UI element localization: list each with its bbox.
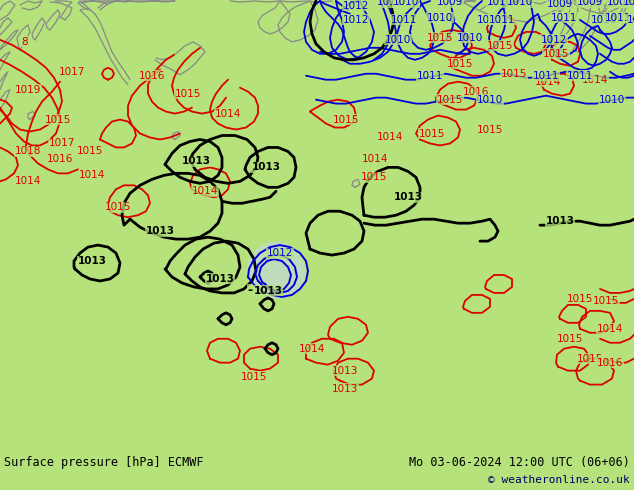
Text: Surface pressure [hPa] ECMWF: Surface pressure [hPa] ECMWF (4, 456, 204, 469)
Text: 1015: 1015 (105, 202, 131, 212)
Text: 1015: 1015 (447, 59, 473, 69)
Text: 1017: 1017 (49, 139, 75, 148)
Text: 1014: 1014 (582, 74, 608, 85)
Text: 1015: 1015 (361, 172, 387, 182)
Text: 1015: 1015 (175, 89, 201, 98)
Text: 1013: 1013 (252, 162, 280, 172)
Text: 1010: 1010 (487, 0, 513, 7)
Text: 1014: 1014 (215, 109, 241, 119)
Text: 1015: 1015 (427, 33, 453, 43)
Text: 1011: 1011 (605, 13, 631, 23)
Text: 1015: 1015 (477, 124, 503, 135)
Text: 1016: 1016 (139, 71, 165, 81)
Text: 1013: 1013 (332, 366, 358, 376)
Text: 1010: 1010 (477, 95, 503, 105)
Text: 1013: 1013 (332, 384, 358, 393)
Text: 1016: 1016 (47, 154, 73, 165)
Text: 1015: 1015 (567, 294, 593, 304)
Text: 1015: 1015 (419, 128, 445, 139)
Text: 1011: 1011 (533, 71, 559, 81)
Text: 1012: 1012 (343, 15, 369, 25)
Text: 1015: 1015 (77, 147, 103, 156)
Text: Mo 03-06-2024 12:00 UTC (06+06): Mo 03-06-2024 12:00 UTC (06+06) (409, 456, 630, 469)
Text: 1017: 1017 (59, 67, 85, 77)
Text: 1015: 1015 (577, 354, 603, 364)
Text: 1011: 1011 (567, 71, 593, 81)
Text: © weatheronline.co.uk: © weatheronline.co.uk (488, 475, 630, 485)
Text: 1015: 1015 (241, 371, 267, 382)
Text: 1012: 1012 (377, 0, 403, 7)
Polygon shape (246, 241, 306, 299)
Text: 1010: 1010 (393, 0, 419, 7)
Text: 1008: 1008 (623, 0, 634, 7)
Text: 1014: 1014 (377, 132, 403, 143)
Text: 1010: 1010 (591, 15, 617, 25)
Text: 1015: 1015 (45, 115, 71, 124)
Text: 1011: 1011 (391, 15, 417, 25)
Text: 1015: 1015 (543, 49, 569, 59)
Text: 1015: 1015 (487, 41, 513, 51)
Text: 1013: 1013 (77, 256, 107, 266)
Text: 1014: 1014 (299, 343, 325, 354)
Text: 1009: 1009 (577, 0, 603, 7)
Text: 1012: 1012 (267, 248, 293, 258)
Text: 1013: 1013 (145, 226, 174, 236)
Text: 1010: 1010 (427, 13, 453, 23)
Text: 1014: 1014 (192, 186, 218, 196)
Text: -: - (247, 284, 252, 297)
Text: 1014: 1014 (362, 154, 388, 165)
Text: 1019: 1019 (15, 85, 41, 95)
Text: 1015: 1015 (557, 334, 583, 344)
Text: 1010: 1010 (457, 33, 483, 43)
Text: 1012: 1012 (541, 35, 567, 45)
Text: 1009: 1009 (627, 15, 634, 25)
Text: 1016: 1016 (463, 87, 489, 97)
Text: 1010: 1010 (599, 95, 625, 105)
Text: 1014: 1014 (79, 171, 105, 180)
Text: 1012: 1012 (343, 1, 369, 11)
Text: 1014: 1014 (15, 176, 41, 186)
Text: 1013: 1013 (205, 274, 235, 284)
Text: 1009: 1009 (547, 0, 573, 9)
Text: 1009: 1009 (437, 0, 463, 7)
Text: 1013: 1013 (181, 156, 210, 167)
Text: 1011: 1011 (477, 15, 503, 25)
Text: 1014: 1014 (597, 324, 623, 334)
Text: 1013: 1013 (394, 192, 422, 202)
Text: 1015: 1015 (593, 296, 619, 306)
Text: 1015: 1015 (501, 69, 527, 79)
Text: 1011: 1011 (417, 71, 443, 81)
Text: 1010: 1010 (507, 0, 533, 7)
Text: 1015: 1015 (333, 115, 359, 124)
Text: 1013: 1013 (254, 286, 283, 296)
Text: 1011: 1011 (551, 13, 577, 23)
Text: 1015: 1015 (437, 95, 463, 105)
Text: 1016: 1016 (597, 358, 623, 368)
Text: 8: 8 (22, 37, 29, 47)
Text: 1014: 1014 (535, 77, 561, 87)
Text: 1013: 1013 (545, 216, 574, 226)
Text: 1010: 1010 (385, 35, 411, 45)
Text: 1008: 1008 (607, 0, 633, 7)
Text: 1011: 1011 (489, 15, 515, 25)
Text: 1018: 1018 (15, 147, 41, 156)
